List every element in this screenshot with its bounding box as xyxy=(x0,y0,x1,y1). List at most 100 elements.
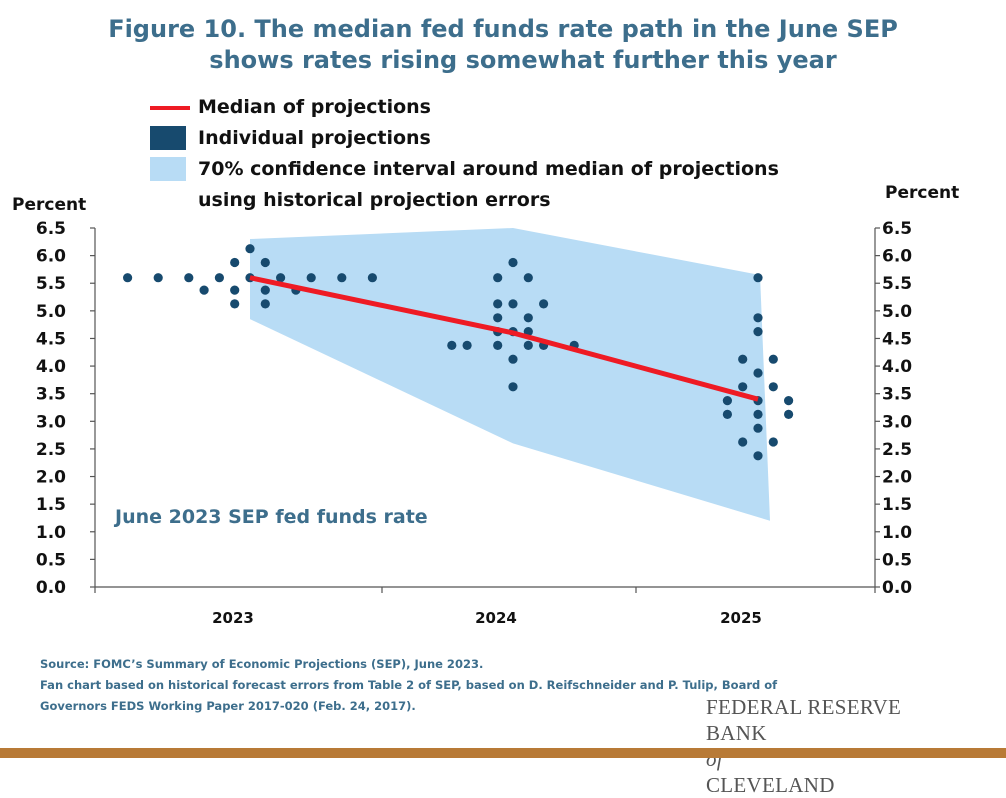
y-tick-label-left: 4.5 xyxy=(36,329,66,349)
legend-swatch-band xyxy=(150,157,186,181)
individual-projections xyxy=(123,244,794,461)
y-tick-label-right: 6.0 xyxy=(882,247,912,267)
x-tick-label-2025: 2025 xyxy=(720,609,762,627)
legend-item-median: Median of projections xyxy=(150,92,431,123)
projection-dot-2023 xyxy=(276,273,286,283)
projection-dot-2024 xyxy=(508,257,518,268)
projection-dot-2025 xyxy=(722,409,733,419)
projection-dot-2024 xyxy=(523,273,533,283)
x-tick-label-2023: 2023 xyxy=(212,609,254,627)
projection-dot-2025 xyxy=(722,396,733,406)
y-tick-label-right: 2.5 xyxy=(882,440,912,460)
projection-dot-2024 xyxy=(493,313,503,323)
legend-label-band-line2: using historical projection errors xyxy=(198,189,551,211)
projection-dot-2024 xyxy=(508,354,518,364)
projection-dot-2024 xyxy=(493,340,503,350)
legend-item-individual: Individual projections xyxy=(150,123,431,154)
projection-dot-2024 xyxy=(508,382,518,392)
y-tick-label-right: 1.5 xyxy=(882,495,912,515)
source-line2: Fan chart based on historical forecast e… xyxy=(40,678,778,692)
chart-title: Figure 10. The median fed funds rate pat… xyxy=(0,14,1006,76)
projection-dot-2025 xyxy=(753,273,763,283)
projection-dot-2025 xyxy=(753,409,763,419)
y-tick-label-right: 1.0 xyxy=(882,523,912,543)
projection-dot-2023 xyxy=(230,257,240,268)
projection-dot-2023 xyxy=(260,299,270,309)
projection-dot-2023 xyxy=(306,273,316,283)
legend-label-band-line1: 70% confidence interval around median of… xyxy=(198,158,779,180)
chart-annotation: June 2023 SEP fed funds rate xyxy=(113,506,428,528)
y-tick-label-left: 6.0 xyxy=(36,247,66,267)
projection-dot-2023 xyxy=(230,285,240,295)
projection-dot-2024 xyxy=(462,340,472,350)
projection-dot-2023 xyxy=(214,273,224,283)
projection-dot-2025 xyxy=(753,368,763,378)
projection-dot-2025 xyxy=(784,409,794,419)
projection-dot-2024 xyxy=(523,313,533,323)
y-tick-label-right: 3.0 xyxy=(882,412,912,432)
legend-item-band: 70% confidence interval around median of… xyxy=(150,154,779,216)
y-tick-label-right: 4.0 xyxy=(882,357,912,377)
projection-dot-2023 xyxy=(367,273,377,283)
axes: 0.0 0.0 0.5 0.5 1.0 1.0 1.5 1.5 2.0 2.0 2.5 2.5 3.0 3… xyxy=(36,219,912,627)
y-tick-label-left: 5.0 xyxy=(36,302,66,322)
projection-dot-2023 xyxy=(230,299,240,309)
y-axis-label-right: Percent xyxy=(885,183,959,203)
y-tick-label-left: 0.5 xyxy=(36,550,66,570)
projection-dot-2025 xyxy=(784,396,794,406)
projection-dot-2025 xyxy=(768,437,778,447)
frb-cleveland-logo: FEDERAL RESERVE BANK of CLEVELAND xyxy=(706,694,966,798)
projection-dot-2025 xyxy=(738,354,748,364)
y-tick-label-left: 5.5 xyxy=(36,274,66,294)
y-tick-label-right: 6.5 xyxy=(882,219,912,239)
projection-dot-2023 xyxy=(245,244,255,254)
projection-dot-2024 xyxy=(508,299,518,309)
source-line3: Governors FEDS Working Paper 2017-020 (F… xyxy=(40,699,416,713)
projection-dot-2024 xyxy=(493,273,503,283)
y-tick-label-left: 1.5 xyxy=(36,495,66,515)
legend-label-median: Median of projections xyxy=(198,96,431,118)
projection-dot-2024 xyxy=(447,340,457,350)
projection-dot-2023 xyxy=(184,273,194,283)
legend-swatch-median xyxy=(150,106,190,110)
y-axis-label-left: Percent xyxy=(12,195,86,215)
y-tick-label-left: 0.0 xyxy=(36,578,66,598)
logo-line1: FEDERAL RESERVE BANK xyxy=(706,695,902,745)
bottom-bar xyxy=(0,748,1006,758)
y-tick-label-left: 3.0 xyxy=(36,412,66,432)
projection-dot-2023 xyxy=(260,285,270,295)
source-note: Source: FOMC’s Summary of Economic Proje… xyxy=(40,654,860,717)
y-tick-label-right: 5.0 xyxy=(882,302,912,322)
projection-dot-2024 xyxy=(523,340,533,350)
median-line xyxy=(249,275,759,402)
y-tick-label-left: 2.0 xyxy=(36,468,66,488)
projection-dot-2025 xyxy=(753,451,763,461)
y-tick-label-right: 0.0 xyxy=(882,578,912,598)
projection-dot-2023 xyxy=(153,273,163,283)
projection-dot-2025 xyxy=(768,354,778,364)
chart-title-line1: Figure 10. The median fed funds rate pat… xyxy=(108,15,898,43)
projection-dot-2025 xyxy=(738,382,748,392)
projection-dot-2024 xyxy=(539,299,549,309)
projection-dot-2025 xyxy=(753,313,763,323)
projection-dot-2025 xyxy=(738,437,748,447)
x-tick-label-2024: 2024 xyxy=(475,609,517,627)
y-tick-label-right: 5.5 xyxy=(882,274,912,294)
y-tick-label-left: 6.5 xyxy=(36,219,66,239)
legend-swatch-individual xyxy=(150,126,186,150)
fan-chart: 0.0 0.0 0.5 0.5 1.0 1.0 1.5 1.5 2.0 2.0 2.5 2.5 3.0 3… xyxy=(12,183,959,627)
projection-dot-2023 xyxy=(337,273,347,283)
projection-dot-2025 xyxy=(768,382,778,392)
projection-dot-2023 xyxy=(260,257,270,268)
y-tick-label-right: 0.5 xyxy=(882,550,912,570)
projection-dot-2025 xyxy=(753,327,763,337)
y-tick-label-left: 4.0 xyxy=(36,357,66,377)
y-tick-label-left: 1.0 xyxy=(36,523,66,543)
y-tick-label-right: 4.5 xyxy=(882,329,912,349)
logo-line2: CLEVELAND xyxy=(706,773,835,797)
legend-label-individual: Individual projections xyxy=(198,127,431,149)
y-tick-label-right: 3.5 xyxy=(882,385,912,405)
source-line1: Source: FOMC’s Summary of Economic Proje… xyxy=(40,657,484,671)
confidence-band xyxy=(250,228,770,521)
chart-title-line2: shows rates rising somewhat further this… xyxy=(209,46,837,74)
